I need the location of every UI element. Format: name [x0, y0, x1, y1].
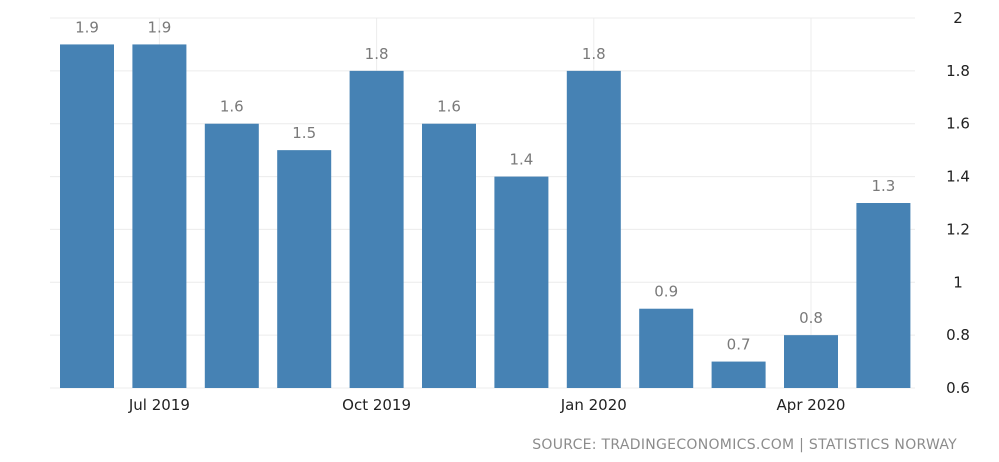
bar [784, 335, 838, 388]
source-attribution: SOURCE: TRADINGECONOMICS.COM | STATISTIC… [532, 437, 957, 453]
y-tick-label: 2 [953, 9, 963, 27]
bar [204, 123, 259, 388]
x-tick-label: Oct 2019 [342, 396, 411, 414]
bar [494, 176, 549, 388]
y-axis-ticks: 0.6 0.8 1 1.2 1.4 1.6 1.8 2 [946, 9, 970, 397]
bars [60, 44, 911, 389]
y-tick-label: 1.2 [946, 220, 970, 238]
bar [422, 123, 476, 388]
bar-value-label: 1.6 [437, 98, 461, 116]
y-tick-label: 1.4 [946, 168, 970, 186]
x-tick-label: Apr 2020 [777, 396, 846, 414]
bar-value-label: 1.8 [365, 45, 389, 63]
bar-value-label: 1.9 [147, 18, 171, 36]
data-labels: 1.9 1.9 1.6 1.5 1.8 1.6 1.4 1.8 0.9 0.7 0.8 1.3 [75, 18, 895, 353]
x-axis-ticks: Jul 2019 Oct 2019 Jan 2020 Apr 2020 [128, 396, 846, 414]
bar [277, 150, 332, 388]
bar [132, 44, 187, 389]
bar-value-label: 0.8 [799, 309, 823, 327]
bar-value-label: 0.7 [727, 336, 751, 354]
bar-value-label: 1.6 [220, 98, 244, 116]
bar-value-label: 1.4 [509, 151, 533, 169]
bar-value-label: 0.9 [654, 283, 678, 301]
y-tick-label: 1.8 [946, 62, 970, 80]
bar [711, 361, 766, 388]
x-tick-label: Jan 2020 [560, 396, 627, 414]
bar [639, 308, 694, 388]
bar [349, 70, 404, 388]
bar-value-label: 1.5 [292, 124, 316, 142]
bar [856, 203, 911, 388]
x-tick-label: Jul 2019 [128, 396, 190, 414]
bar [566, 70, 621, 388]
bar-value-label: 1.3 [871, 177, 895, 195]
y-tick-label: 0.6 [946, 379, 970, 397]
y-tick-label: 1 [953, 273, 963, 291]
y-tick-label: 1.6 [946, 115, 970, 133]
y-tick-label: 0.8 [946, 326, 970, 344]
bar [60, 44, 114, 389]
bar-value-label: 1.8 [582, 45, 606, 63]
bar-value-label: 1.9 [75, 18, 99, 36]
